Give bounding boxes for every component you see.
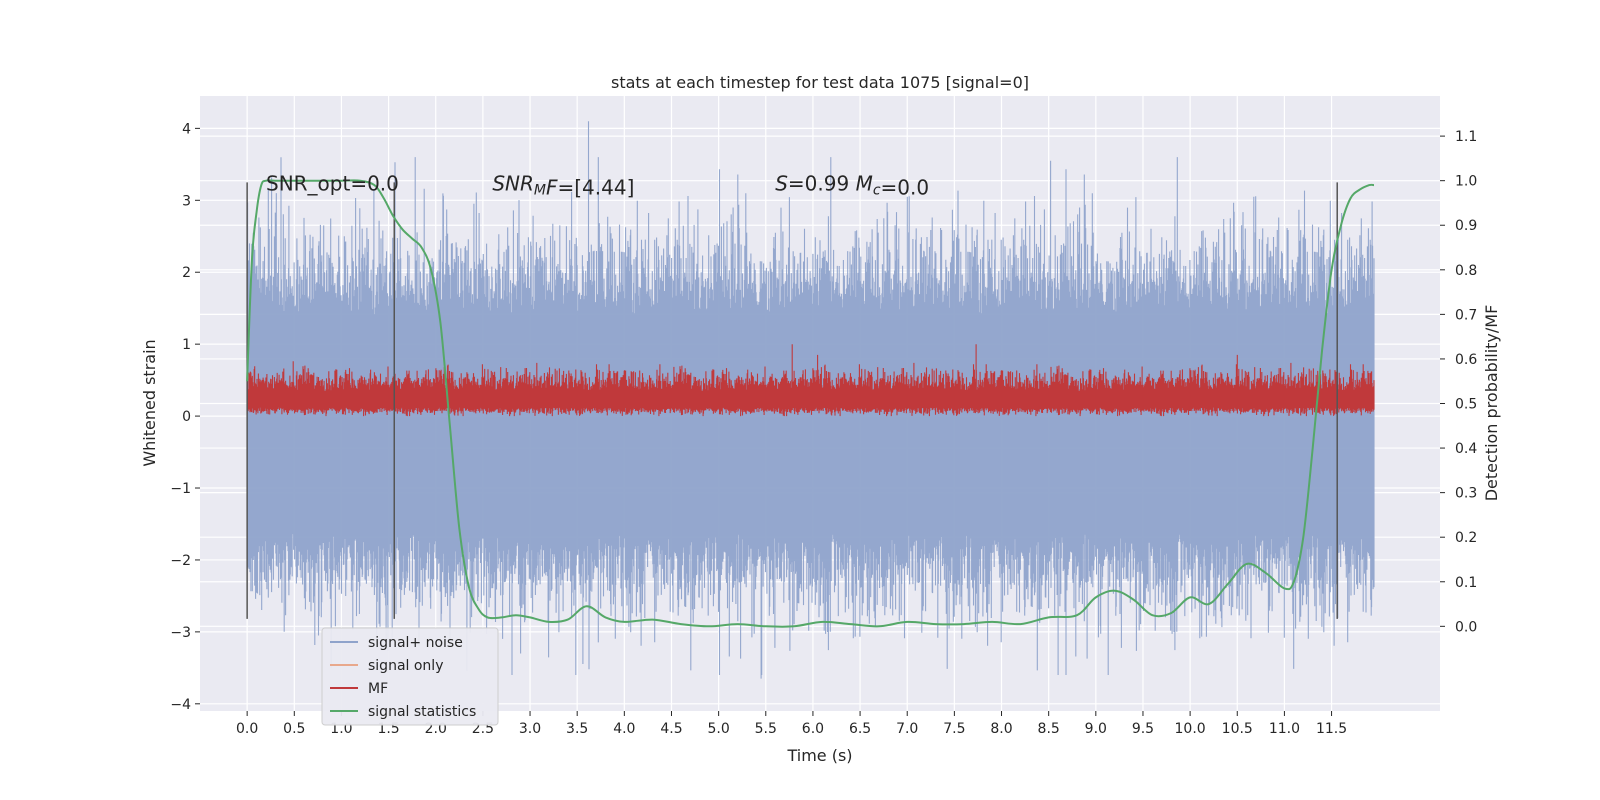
y-tick-label: −2 bbox=[170, 553, 191, 569]
y-tick-label: 1 bbox=[182, 337, 191, 353]
y-tick-label: 0 bbox=[182, 409, 191, 425]
annotation-part: M bbox=[534, 182, 546, 198]
y2-tick-label: 0.0 bbox=[1455, 619, 1477, 635]
annotation-part: S bbox=[775, 171, 788, 195]
x-tick-label: 10.0 bbox=[1175, 721, 1206, 737]
x-tick-label: 3.5 bbox=[566, 721, 588, 737]
y2-tick-label: 0.5 bbox=[1455, 397, 1477, 413]
annotation-part: =0.99 bbox=[788, 171, 856, 195]
legend-label: signal statistics bbox=[368, 704, 476, 720]
y-tick-label: −3 bbox=[170, 625, 191, 641]
legend-box bbox=[321, 627, 499, 726]
annotation-part: =[4.44] bbox=[557, 175, 634, 199]
y-tick-label: −4 bbox=[170, 697, 191, 713]
y2-axis-label: Detection probability/MF bbox=[1482, 305, 1501, 502]
annotation-part: SNR bbox=[492, 171, 534, 195]
x-tick-label: 7.5 bbox=[943, 721, 965, 737]
legend-label: MF bbox=[368, 681, 388, 697]
x-tick-label: 8.0 bbox=[990, 721, 1012, 737]
x-tick-label: 0.5 bbox=[283, 721, 305, 737]
annotation-1: SNR_opt=0.0 bbox=[266, 171, 399, 195]
chart-title: stats at each timestep for test data 107… bbox=[611, 73, 1029, 92]
y-tick-label: 3 bbox=[182, 193, 191, 209]
x-axis-label: Time (s) bbox=[786, 746, 852, 765]
x-tick-label: 11.5 bbox=[1316, 721, 1347, 737]
legend-label: signal only bbox=[368, 658, 443, 674]
y2-tick-label: 0.1 bbox=[1455, 575, 1477, 591]
x-tick-label: 3.0 bbox=[519, 721, 541, 737]
x-tick-label: 11.0 bbox=[1269, 721, 1300, 737]
x-tick-label: 0.0 bbox=[236, 721, 258, 737]
x-tick-label: 9.5 bbox=[1132, 721, 1154, 737]
x-tick-label: 5.5 bbox=[755, 721, 777, 737]
x-tick-label: 8.5 bbox=[1038, 721, 1060, 737]
legend-label: signal+ noise bbox=[368, 635, 463, 651]
y2-tick-label: 1.0 bbox=[1455, 174, 1477, 190]
y-axis-ticks: −4 −3 −2 −1 0 1 2 3 4 bbox=[170, 121, 200, 713]
y-axis-label: Whitened strain bbox=[140, 339, 159, 466]
x-tick-label: 9.0 bbox=[1085, 721, 1107, 737]
annotation-part: M bbox=[856, 171, 873, 195]
annotation-3: S=0.99 Mc=0.0 bbox=[775, 171, 929, 199]
x-tick-label: 6.5 bbox=[849, 721, 871, 737]
annotations: SNR_opt=0.0 SNRMF=[4.44] S=0.99 Mc=0.0 bbox=[266, 171, 929, 199]
vertical-lines bbox=[246, 182, 1338, 619]
annotation-2: SNRMF=[4.44] bbox=[492, 171, 634, 199]
signal-statistics-series bbox=[246, 179, 1375, 628]
y-tick-label: 2 bbox=[182, 265, 191, 281]
y-tick-label: 4 bbox=[182, 121, 191, 137]
y2-tick-label: 0.6 bbox=[1455, 352, 1477, 368]
y-tick-label: −1 bbox=[170, 481, 191, 497]
signal-statistics-line bbox=[246, 179, 1375, 628]
annotation-part: F bbox=[546, 175, 558, 199]
annotation-part: c bbox=[873, 182, 881, 198]
y2-tick-label: 1.1 bbox=[1455, 129, 1477, 145]
y2-tick-label: 0.9 bbox=[1455, 218, 1477, 234]
x-tick-label: 4.0 bbox=[613, 721, 635, 737]
y2-tick-label: 0.2 bbox=[1455, 530, 1477, 546]
y2-tick-label: 0.3 bbox=[1455, 486, 1477, 502]
y2-tick-label: 0.7 bbox=[1455, 307, 1477, 323]
y2-tick-label: 0.4 bbox=[1455, 441, 1477, 457]
x-tick-label: 5.0 bbox=[707, 721, 729, 737]
x-tick-label: 4.5 bbox=[660, 721, 682, 737]
x-tick-label: 6.0 bbox=[802, 721, 824, 737]
y2-tick-label: 0.8 bbox=[1455, 263, 1477, 279]
y2-axis-ticks: 0.0 0.1 0.2 0.3 0.4 0.5 0.6 0.7 0.8 0.9 1.0 1.1 bbox=[1440, 129, 1477, 635]
x-tick-label: 10.5 bbox=[1222, 721, 1253, 737]
legend: signal+ noise signal only MF signal statist… bbox=[321, 627, 499, 726]
x-tick-label: 7.0 bbox=[896, 721, 918, 737]
annotation-part: =0.0 bbox=[881, 175, 930, 199]
